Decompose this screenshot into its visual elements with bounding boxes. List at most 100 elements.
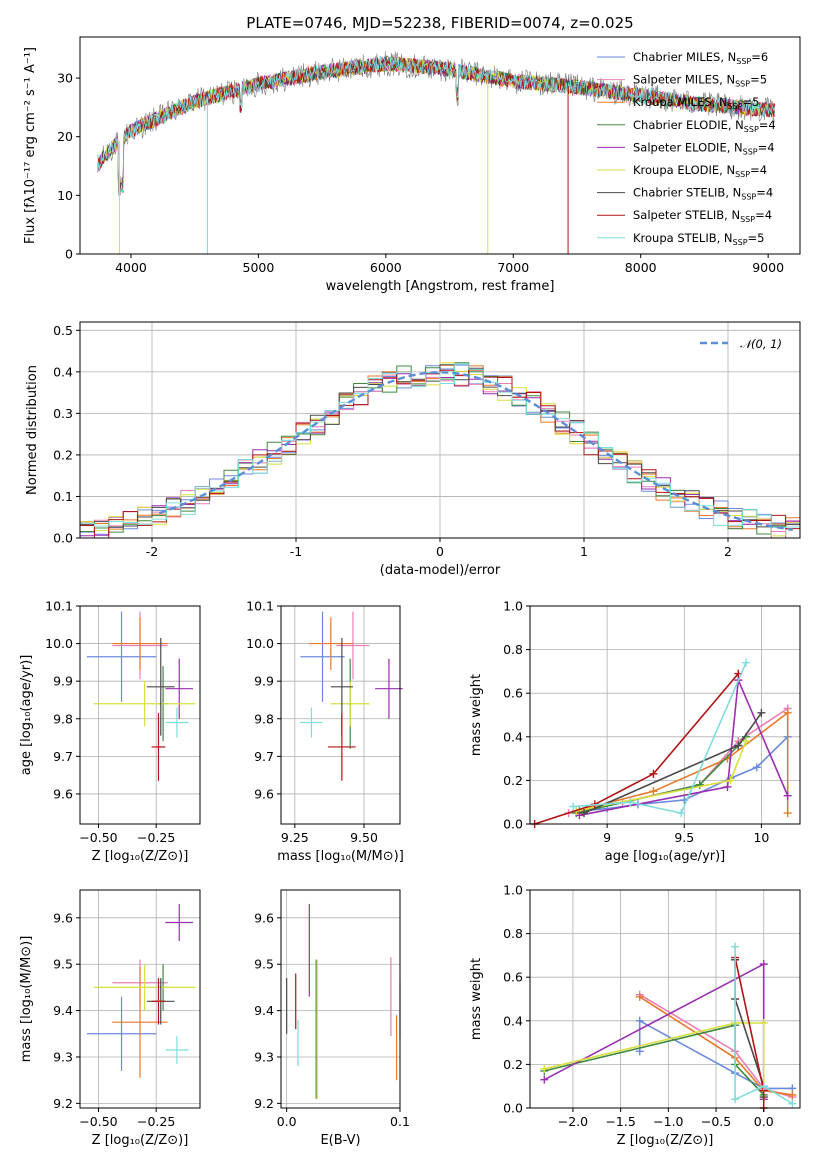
legend-entry: Chabrier STELIB, NSSP=4 (633, 186, 773, 202)
legend-entry: Salpeter MILES, NSSP=5 (633, 73, 767, 89)
x-axis-label: (data-model)/error (380, 563, 501, 578)
weight-marker (788, 1090, 797, 1099)
legend-entry: Kroupa ELODIE, NSSP=4 (633, 163, 767, 179)
x-tick-label: 10 (753, 830, 769, 845)
figure-title: PLATE=0746, MJD=52238, FIBERID=0074, z=0… (246, 14, 633, 32)
weight-marker (759, 1018, 768, 1027)
y-tick-label: 9.6 (254, 910, 274, 925)
y-tick-label: 1.0 (503, 883, 523, 898)
x-tick-label: −0.50 (79, 1114, 117, 1129)
weight-series (543, 962, 765, 1100)
axes-frame-residuals: -2 -1 0 1 2 0.0 0.1 0.2 0.3 0.4 0.5 (data-model)/er… (25, 321, 801, 578)
legend-entry: 𝒩(0, 1) (740, 337, 782, 351)
x-tick-label: 9.5 (674, 830, 694, 845)
x-tick-label: −0.50 (79, 830, 117, 845)
plot-area-spectrum (97, 51, 775, 254)
axes-frame (529, 605, 801, 825)
axes-frame (529, 889, 801, 1109)
weight-series (734, 946, 793, 1105)
plot-area-weight-vs-age (530, 658, 792, 828)
y-tick-label: 0.4 (503, 729, 523, 744)
y-tick-label: 0.0 (503, 817, 523, 832)
legend-entry: Kroupa STELIB, NSSP=5 (633, 231, 764, 247)
y-tick-label: 9.7 (254, 749, 274, 764)
y-tick-label: 0.6 (503, 970, 523, 985)
y-tick-label: 0.3 (53, 406, 73, 421)
x-tick-label: −0.25 (137, 1114, 175, 1129)
weight-series (579, 679, 789, 817)
x-tick-label: 0.1 (390, 1114, 410, 1129)
weight-marker (788, 1099, 797, 1108)
axes-mass-vs-EBV (281, 890, 401, 1108)
legend-entry: Salpeter STELIB, NSSP=4 (633, 208, 772, 224)
y-tick-label: 9.6 (53, 910, 73, 925)
x-tick-label: 8000 (625, 260, 657, 275)
y-tick-label: 9.3 (254, 1049, 274, 1064)
weight-marker (580, 809, 588, 818)
y-tick-label: 0.0 (53, 531, 73, 546)
x-tick-label: 0 (436, 544, 444, 559)
weight-marker (759, 1082, 768, 1091)
plot-area-residuals (80, 362, 800, 539)
x-tick-label: 1 (580, 544, 588, 559)
y-tick-label: 0.8 (503, 926, 523, 941)
x-tick-label: -2 (146, 544, 158, 559)
weight-series (568, 707, 789, 814)
y-tick-label: 9.5 (53, 957, 73, 972)
weight-marker (783, 809, 792, 818)
y-tick-label: 9.5 (254, 957, 274, 972)
weight-series (544, 1024, 765, 1096)
plot-layer: 4000 5000 6000 7000 8000 90000102030wavelengt… (19, 36, 801, 1148)
axes-age-vs-mass (281, 605, 400, 824)
axes-frame-age-vs-Z: −0.50 −0.25 9.6 9.7 9.8 9.9 10.0 10.1 Z [log₁₀(Z… (19, 599, 201, 864)
weight-marker (649, 787, 658, 796)
y-tick-label: 9.7 (53, 749, 73, 764)
legend-entry: Kroupa MILES, NSSP=5 (633, 95, 759, 111)
weight-marker (731, 942, 740, 951)
weight-marker (649, 769, 658, 778)
x-tick-label: 4000 (115, 260, 147, 275)
axes-frame (79, 36, 801, 255)
y-tick-label: 0.2 (503, 1057, 523, 1072)
weight-series (534, 673, 739, 825)
x-tick-label: 9.25 (281, 830, 309, 845)
plot-area-weight-vs-Z (540, 942, 797, 1112)
x-tick-label: 9000 (752, 260, 784, 275)
x-tick-label: -1 (290, 544, 302, 559)
weight-series (544, 1022, 765, 1098)
x-tick-label: 5000 (243, 260, 275, 275)
x-axis-label: Z [log₁₀(Z/Z⊙)] (92, 1133, 189, 1148)
y-axis-label: mass weight (469, 674, 484, 756)
weight-marker (540, 1075, 549, 1084)
y-tick-label: 9.6 (53, 786, 73, 801)
axes-frame-mass-vs-EBV: 0.0 0.1 9.2 9.3 9.4 9.5 9.6 E(B-V) (254, 889, 410, 1148)
y-tick-label: 10 (57, 188, 73, 203)
y-tick-label: 20 (57, 129, 73, 144)
axes-frame (280, 889, 401, 1109)
weight-marker (726, 776, 735, 785)
weight-marker (734, 741, 743, 750)
x-tick-label: −1.0 (653, 1114, 683, 1129)
x-tick-label: −1.5 (605, 1114, 635, 1129)
x-axis-label: age [log₁₀(age/yr)] (605, 849, 726, 864)
y-tick-label: 10.0 (246, 636, 274, 651)
y-axis-label: Normed distribution (25, 365, 40, 495)
x-tick-label: 0.0 (754, 1114, 774, 1129)
weight-marker (569, 802, 578, 811)
gaussian-curve (158, 371, 793, 531)
x-tick-label: 2 (724, 544, 732, 559)
axes-frame-age-vs-mass: 9.25 9.50 9.6 9.7 9.8 9.9 10.0 10.1 mass [log₁₀(… (246, 599, 404, 865)
axes-frame-spectrum: 4000 5000 6000 7000 8000 9000 0 10 20 30 wavelengt… (23, 36, 801, 294)
y-tick-label: 0.4 (503, 1013, 523, 1028)
axes-residuals (80, 322, 800, 539)
legend: Chabrier MILES, NSSP=6 Salpeter MILES, NS… (597, 50, 776, 247)
y-tick-label: 9.2 (254, 1096, 274, 1111)
x-tick-label: 6000 (370, 260, 402, 275)
weight-series (573, 662, 747, 815)
x-axis-label: mass [log₁₀(M/M⊙)] (277, 849, 404, 864)
weight-marker (783, 791, 792, 800)
weight-marker (783, 708, 792, 717)
weight-marker (695, 780, 704, 789)
x-tick-label: 0.0 (277, 1114, 297, 1129)
